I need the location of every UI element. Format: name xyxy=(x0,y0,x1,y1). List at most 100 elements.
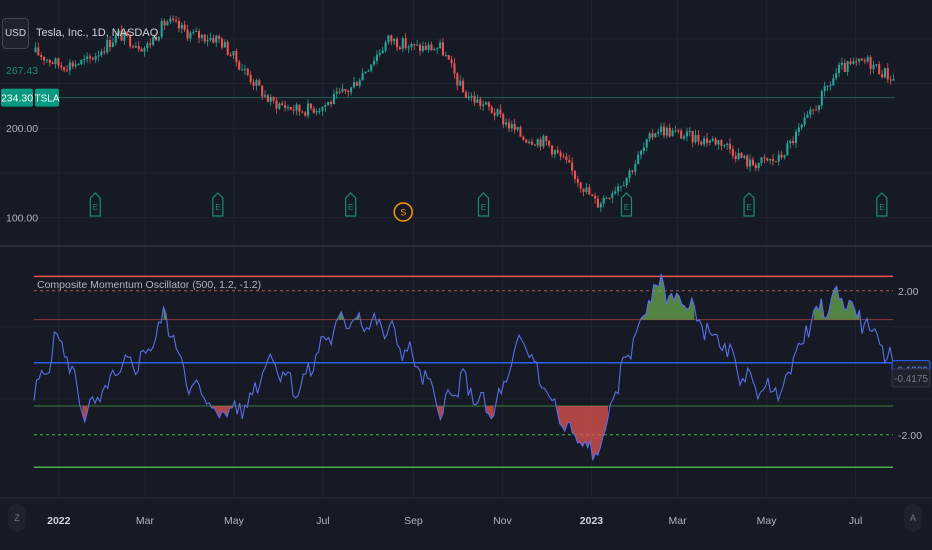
price-tick-label: 100.00 xyxy=(6,213,38,225)
price-axis[interactable]: 200.00 100.00 267.43 234.30 TSLA xyxy=(1,65,60,225)
earnings-marker-2[interactable]: E xyxy=(345,192,357,217)
candle-body xyxy=(717,140,720,145)
candle-body xyxy=(631,170,634,172)
zoom-out-button[interactable]: Z xyxy=(8,504,26,532)
candle-body xyxy=(246,68,249,75)
candle-body xyxy=(619,186,622,188)
indicator-title[interactable]: Composite Momentum Oscillator (500, 1.2,… xyxy=(37,279,261,291)
time-tick-label: 2022 xyxy=(47,515,71,527)
candle xyxy=(215,34,218,48)
earnings-marker-5[interactable]: E xyxy=(743,192,755,217)
candle xyxy=(43,56,46,66)
candle xyxy=(559,149,562,161)
candle-body xyxy=(823,86,826,92)
candle xyxy=(307,99,310,119)
candle-body xyxy=(278,103,281,109)
candle-body xyxy=(723,144,726,146)
candle-body xyxy=(393,38,396,42)
auto-scale-button[interactable]: A xyxy=(904,504,922,532)
earnings-marker-0[interactable]: E xyxy=(89,192,101,217)
candle-body xyxy=(255,80,258,86)
candle xyxy=(611,190,614,204)
candle xyxy=(140,47,143,52)
candle-body xyxy=(378,52,381,55)
candle xyxy=(401,36,404,53)
candle xyxy=(717,139,720,150)
split-marker[interactable]: S xyxy=(393,202,413,222)
candle-body xyxy=(530,141,533,145)
candle-body xyxy=(424,46,427,50)
candle xyxy=(889,75,892,85)
candle-body xyxy=(769,159,772,161)
earnings-marker-4[interactable]: E xyxy=(620,192,633,217)
candle-body xyxy=(341,88,344,92)
candle-body xyxy=(197,31,201,38)
candle xyxy=(499,104,502,118)
candle xyxy=(760,157,763,167)
earnings-marker-2-shape xyxy=(345,192,357,217)
event-markers[interactable]: E E E E E E ES xyxy=(89,192,888,222)
candle-body xyxy=(542,136,545,147)
candle xyxy=(530,138,533,146)
earnings-marker-6[interactable]: E xyxy=(876,192,888,217)
earnings-marker-2-letter: E xyxy=(348,203,353,212)
symbol-title[interactable]: Tesla, Inc., 1D, NASDAQ xyxy=(36,27,159,39)
candle-body xyxy=(407,47,410,49)
candle-body xyxy=(71,62,74,67)
candle xyxy=(665,125,668,139)
candle xyxy=(519,125,522,138)
candle-body xyxy=(737,152,740,159)
candle xyxy=(330,99,333,108)
candle xyxy=(51,61,54,65)
candle xyxy=(246,67,249,77)
candle-body xyxy=(269,97,272,102)
candle xyxy=(683,134,686,141)
candle-body xyxy=(243,68,246,70)
candle xyxy=(714,137,717,146)
candle-body xyxy=(258,80,261,86)
earnings-marker-1[interactable]: E xyxy=(212,192,224,217)
candle-body xyxy=(720,140,723,146)
candle-body xyxy=(304,112,307,116)
candle xyxy=(545,135,548,146)
earnings-marker-4-letter: E xyxy=(624,203,629,212)
candle xyxy=(447,54,450,60)
candle xyxy=(226,39,229,56)
candle xyxy=(749,154,752,172)
candle-body xyxy=(91,58,94,60)
earnings-marker-3[interactable]: E xyxy=(477,192,490,217)
candle-body xyxy=(433,49,436,51)
time-axis[interactable]: 2022 Mar May Jul Sep Nov 2023 Mar May Jul xyxy=(0,497,932,527)
candlestick-series xyxy=(34,15,895,213)
candle xyxy=(160,18,163,39)
candle xyxy=(146,41,149,52)
candle-body xyxy=(766,158,769,161)
candle xyxy=(878,61,881,75)
candle xyxy=(467,91,470,101)
candle-body xyxy=(203,34,206,42)
oscillator-axis[interactable]: 2.00-2.00-0.1909-0.4175 xyxy=(891,286,931,442)
candle-body xyxy=(396,38,399,48)
candle xyxy=(493,108,496,121)
candle xyxy=(209,32,212,42)
ticker-tag[interactable] xyxy=(35,88,59,107)
candle xyxy=(57,57,60,69)
currency-button[interactable]: USD xyxy=(2,18,29,49)
earnings-marker-0-shape xyxy=(89,192,101,217)
candle xyxy=(703,135,706,147)
candle xyxy=(631,169,634,175)
candle-body xyxy=(140,49,143,52)
candle-body xyxy=(324,105,327,107)
earnings-marker-6-shape xyxy=(876,192,888,217)
candle xyxy=(444,51,447,58)
candle xyxy=(249,71,252,85)
candle-body xyxy=(668,127,671,137)
candle xyxy=(820,89,823,109)
candle xyxy=(361,68,364,81)
time-tick-label: Jul xyxy=(849,515,862,527)
candle xyxy=(542,134,545,149)
candle xyxy=(410,41,413,51)
candle xyxy=(324,103,327,112)
candle xyxy=(809,106,812,119)
